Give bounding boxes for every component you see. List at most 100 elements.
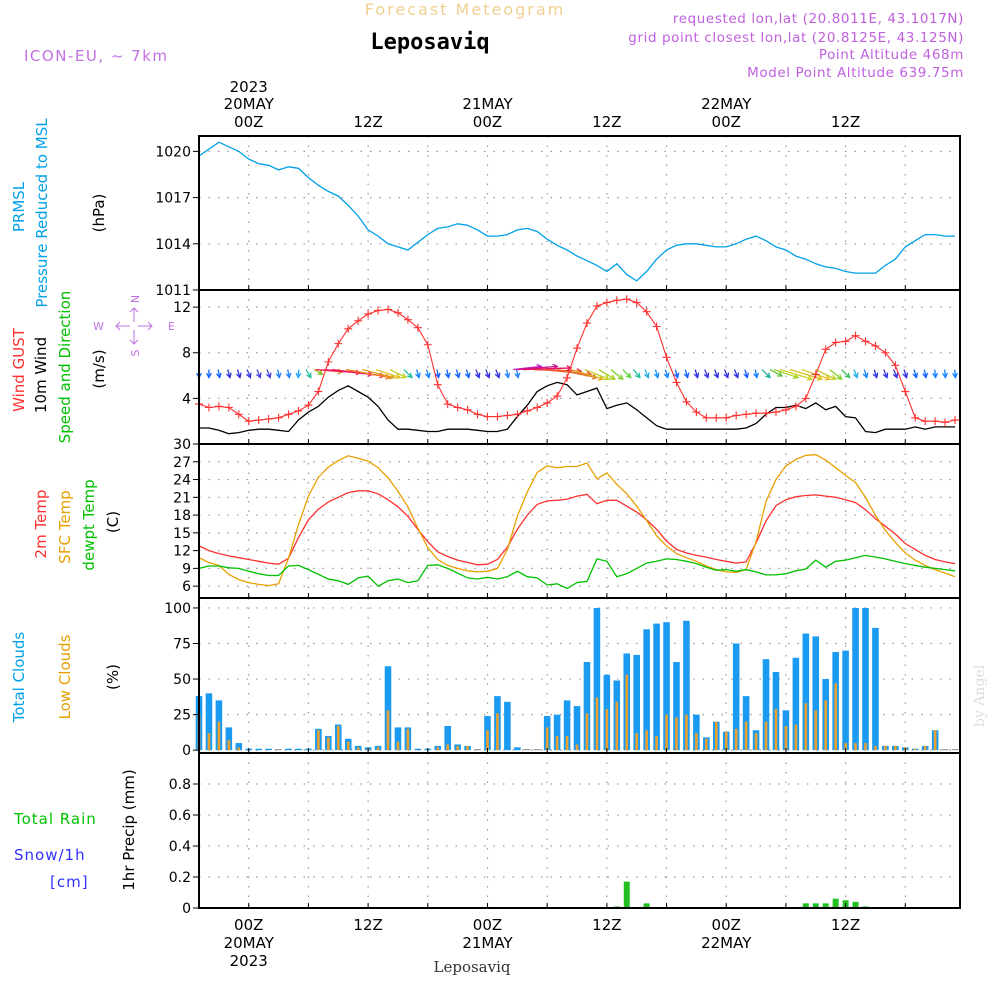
wind-arrow-head (932, 372, 939, 379)
location-title: Leposaviq (370, 30, 489, 55)
gust-marker (642, 307, 651, 316)
frames-layer (198, 135, 961, 909)
top-hour-label: 00Z (234, 113, 263, 131)
wind-arrow (769, 368, 783, 377)
gust-marker (732, 411, 741, 420)
gust-marker (463, 405, 472, 414)
low-clouds-bar (824, 700, 828, 751)
total-clouds-bar (643, 629, 650, 751)
gust-marker (324, 357, 333, 366)
total-clouds-bar (265, 748, 272, 751)
total-clouds-bar (504, 701, 511, 751)
temp-line-sfc-temp (198, 454, 956, 587)
low-clouds-bar (804, 703, 808, 751)
gust-marker (453, 403, 462, 412)
wind-arrow (654, 369, 659, 378)
wind-arrow-head (597, 375, 605, 381)
bottom-year-label: 2023 (230, 952, 268, 970)
low-clouds-bar (207, 733, 211, 751)
y-tick-label: 21 (173, 490, 191, 506)
total-clouds-bar (653, 623, 660, 751)
wind-arrow (761, 369, 771, 379)
wind-arrow-head (235, 372, 242, 379)
gust-marker (364, 309, 373, 318)
y-tick-label: 0.8 (169, 777, 191, 793)
gust-marker (821, 345, 830, 354)
total-rain-label: Total Rain (13, 810, 97, 828)
gust-marker (563, 373, 572, 382)
wind-arrow-head (415, 372, 421, 379)
wind-arrow (664, 369, 669, 378)
percent-unit-label: (%) (104, 664, 122, 690)
low-clouds-bar (346, 741, 350, 751)
y-tick-label: 1011 (155, 283, 191, 299)
wind-arrow-head (474, 372, 481, 379)
bottom-date-label: 22MAY (701, 934, 752, 952)
wind-arrow-head (400, 373, 408, 379)
total-clouds-bar (573, 706, 581, 751)
low-clouds-bar (784, 725, 788, 751)
low-clouds-bar (327, 737, 330, 751)
wind-arrow-head (862, 372, 869, 379)
wind-arrow (246, 369, 251, 378)
wind-arrow (733, 369, 739, 378)
low-clouds-bar (575, 744, 579, 751)
wind-arrow-head (265, 372, 272, 379)
wind-arrow-head (806, 375, 814, 381)
wind-arrow-head (824, 375, 832, 381)
low-clouds-bar (217, 721, 221, 751)
gust-marker (493, 412, 502, 421)
wind-gust-line (198, 298, 956, 423)
low-clouds-bar (754, 733, 758, 751)
gust-marker (513, 410, 522, 419)
wind-arrow (684, 369, 689, 378)
temp-line-2m-temp (198, 490, 956, 566)
low-clouds-bar (714, 721, 718, 751)
gust-marker (632, 298, 641, 307)
total-clouds-bar (255, 748, 262, 751)
compass-s: S (129, 349, 142, 356)
compass-e: E (168, 320, 175, 333)
wind-speed-line (199, 381, 955, 435)
wind-arrow-head (713, 372, 720, 379)
wind-arrow (704, 369, 709, 378)
total-clouds-bar (285, 748, 292, 751)
total-clouds-bar (523, 749, 531, 751)
y-tick-label: 1014 (155, 237, 191, 253)
gust-marker (423, 340, 432, 349)
total-clouds-bar (693, 714, 700, 751)
gust-marker (443, 400, 452, 409)
total-clouds-bar (384, 666, 392, 751)
wind-arrow-head (882, 372, 889, 379)
model-point-altitude: Model Point Altitude 639.75m (747, 65, 964, 81)
total-clouds-bar (862, 607, 869, 751)
low-clouds-bar (884, 745, 887, 751)
wind-arrow (815, 368, 836, 380)
gust-marker (602, 298, 611, 307)
wind-arrow (403, 369, 413, 379)
low-clouds-bar (675, 717, 678, 751)
low-clouds-bar (237, 747, 241, 751)
bottom-hour-label: 12Z (592, 916, 621, 934)
gust-marker (234, 410, 243, 419)
wind-arrow-head (625, 372, 632, 379)
gust-marker (582, 319, 591, 328)
low-clouds-bar (555, 735, 559, 751)
low-clouds-bar (695, 733, 698, 751)
grid-layer (199, 136, 960, 908)
y-tick-label: 18 (173, 508, 191, 524)
temp-2m-label: 2m Temp (32, 490, 50, 559)
top-date-label: 22MAY (701, 95, 752, 113)
wind-arrow (724, 369, 729, 378)
gust-marker (941, 418, 950, 427)
wind-arrow (266, 369, 271, 378)
wind-arrow-head (205, 372, 212, 379)
low-clouds-bar (645, 730, 648, 751)
wind-arrow-head (394, 373, 402, 380)
top-date-label: 21MAY (462, 95, 513, 113)
gust-marker (433, 380, 442, 389)
low-clouds-bar (456, 745, 459, 751)
y-tick-label: 0 (182, 743, 191, 759)
wind-arrow (779, 368, 813, 380)
